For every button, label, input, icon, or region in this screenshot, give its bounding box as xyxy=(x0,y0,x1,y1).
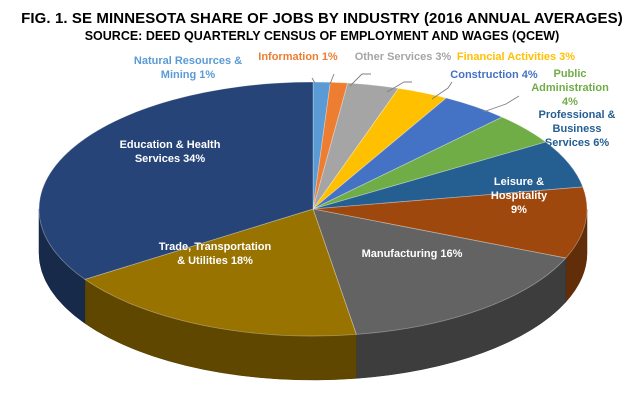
slice-label-professional-business-services: Professional & Business Services 6% xyxy=(538,109,615,149)
leader-line-5 xyxy=(482,95,520,113)
slice-label-manufacturing: Manufacturing 16% xyxy=(362,248,463,260)
slice-label-line: Mining 1% xyxy=(161,69,216,81)
slice-label-line: Other Services 3% xyxy=(355,51,452,63)
slice-label-information: Information 1% xyxy=(258,51,338,63)
pie-slice-construction xyxy=(312,97,504,210)
pie-slice-professional-business-services xyxy=(312,141,584,210)
slice-label-public-administration: Public Administration 4% xyxy=(531,68,609,108)
slice-label-leisure-hospitality: Leisure & Hospitality 9% xyxy=(491,176,548,216)
slice-label-line: Trade, Transportation xyxy=(159,241,272,253)
leader-lines xyxy=(311,73,520,113)
slice-label-financial-activities: Financial Activities 3% xyxy=(457,51,575,63)
slice-label-line: & Utilities 18% xyxy=(177,255,253,267)
pie-slice-financial-activities xyxy=(312,87,448,210)
leader-line-3 xyxy=(386,81,412,93)
leader-line-1 xyxy=(329,73,335,85)
slice-label-line: Leisure & xyxy=(494,176,544,188)
slice-label-line: Manufacturing 16% xyxy=(362,248,463,260)
pie-slice-public-administration xyxy=(312,116,547,210)
slice-label-line: Public xyxy=(553,68,586,80)
pie-slice-trade-transportation-utilities xyxy=(83,208,357,337)
slice-label-line: 9% xyxy=(511,204,527,216)
pie-side-walls xyxy=(38,208,588,381)
chart-title-block: FIG. 1. SE MINNESOTA SHARE OF JOBS BY IN… xyxy=(0,10,644,44)
slice-label-line: Services 34% xyxy=(135,153,206,165)
chart-subtitle: SOURCE: DEED QUARTERLY CENSUS OF EMPLOYM… xyxy=(84,29,560,43)
slice-label-natural-resources-mining: Natural Resources & Mining 1% xyxy=(134,55,242,81)
slice-label-line: Hospitality xyxy=(491,190,548,202)
slice-label-line: 4% xyxy=(562,96,578,108)
pie-slice-manufacturing xyxy=(312,208,567,335)
slice-label-line: Financial Activities 3% xyxy=(457,51,575,63)
slice-label-line: Natural Resources & xyxy=(134,55,242,67)
slice-label-line: Professional & xyxy=(538,109,615,121)
slice-label-line: Education & Health xyxy=(120,139,221,151)
slice-label-education-health-services: Education & Health Services 34% xyxy=(120,139,221,165)
pie-slice-leisure-hospitality xyxy=(312,186,588,259)
slice-label-other-services: Other Services 3% xyxy=(355,51,452,63)
slice-label-line: Information 1% xyxy=(258,51,338,63)
pie-slice-education-health-services xyxy=(38,81,314,280)
slice-labels: Natural Resources & Mining 1% Information … xyxy=(120,51,616,267)
chart-title: FIG. 1. SE MINNESOTA SHARE OF JOBS BY IN… xyxy=(21,10,623,27)
slice-label-line: Services 6% xyxy=(545,137,609,149)
leader-line-2 xyxy=(349,73,371,87)
leader-line-4 xyxy=(431,81,453,100)
leader-line-0 xyxy=(311,77,316,84)
slice-label-construction: Construction 4% xyxy=(450,69,538,81)
pie-top-faces xyxy=(38,81,588,337)
slice-label-line: Administration xyxy=(531,82,609,94)
slice-label-trade-transportation-utilities: Trade, Transportation & Utilities 18% xyxy=(159,241,272,267)
slice-label-line: Construction 4% xyxy=(450,69,538,81)
slice-label-line: Business xyxy=(553,123,602,135)
pie-slice-other-services xyxy=(312,82,400,210)
